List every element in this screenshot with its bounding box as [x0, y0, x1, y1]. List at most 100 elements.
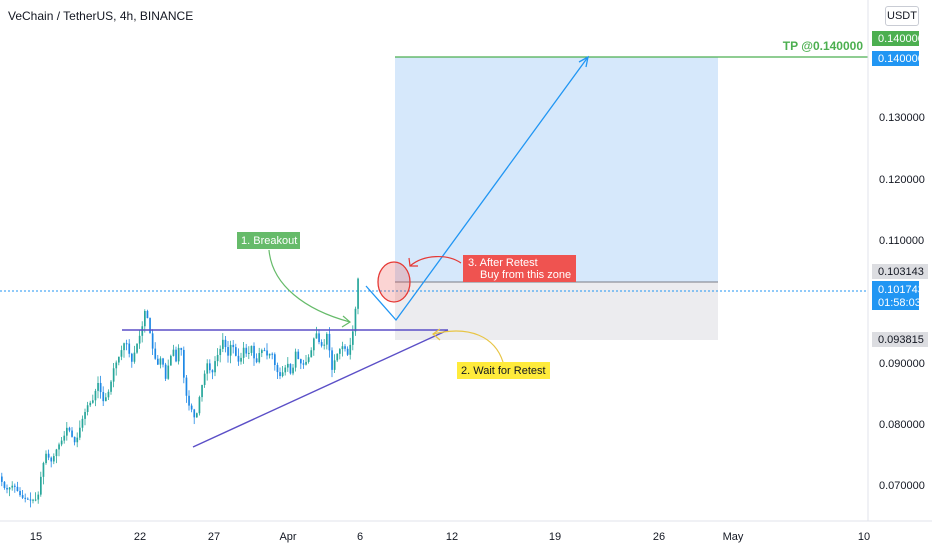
target-price-tag [872, 51, 919, 66]
y-tick: 0.090000 [879, 358, 925, 370]
candle-body [3, 481, 6, 488]
buy-zone-arrow [409, 256, 462, 267]
candle-body [339, 349, 341, 354]
candle-body [300, 359, 302, 364]
candle-body [271, 353, 274, 355]
candle-body [284, 367, 287, 373]
after-retest-label-line1: 3. After Retest [468, 257, 538, 269]
candle-body [21, 495, 24, 498]
candle-body [79, 427, 81, 438]
x-tick: 15 [30, 531, 42, 543]
candle-body [81, 418, 84, 428]
stop-zone [395, 282, 718, 340]
candle-body [105, 397, 107, 402]
candle-body [11, 485, 14, 488]
candle-body [112, 368, 115, 382]
candle-body [40, 476, 42, 495]
candle-body [276, 364, 279, 373]
candle-body [349, 344, 352, 355]
candle-body [219, 348, 222, 355]
candle-body [222, 339, 224, 349]
breakout-label-box [237, 232, 300, 249]
countdown-tag-text: 01:58:03 [878, 297, 921, 309]
candle-body [1, 476, 3, 482]
candle-body [318, 333, 320, 343]
candle-body [146, 310, 149, 319]
candle-body [258, 353, 261, 363]
candle-body [263, 350, 266, 352]
candle-body [253, 345, 255, 359]
candle-body [37, 494, 40, 500]
candle-body [27, 498, 29, 500]
candle-body [125, 343, 128, 345]
x-tick: May [723, 531, 744, 543]
stop-price-tag [872, 332, 928, 347]
y-tick: 0.070000 [879, 480, 925, 492]
entry-price-tag [872, 264, 928, 279]
candle-body [170, 355, 172, 366]
candle-body [240, 357, 242, 362]
price-axis[interactable]: 0.070000 0.080000 0.090000 0.110000 0.12… [879, 112, 925, 492]
candle-body [8, 487, 11, 490]
tp-price-tag [872, 31, 919, 46]
candle-body [53, 456, 55, 462]
x-tick: 10 [858, 531, 870, 543]
candle-body [292, 367, 294, 374]
candle-body [326, 333, 328, 345]
candle-body [344, 346, 346, 349]
candle-body [320, 342, 323, 346]
candle-body [245, 347, 248, 354]
candle-body [323, 344, 326, 346]
candle-body [167, 365, 170, 379]
candle-body [60, 440, 63, 445]
tp-price-tag-text: 0.140000 [878, 33, 924, 45]
candle-body [68, 427, 71, 431]
candle-body [297, 351, 300, 360]
candle-body [203, 373, 206, 385]
candle-body [183, 349, 185, 378]
breakout-label: 1. Breakout [241, 235, 297, 247]
candle-body [172, 349, 175, 356]
candle-body [232, 344, 235, 348]
candle-body [14, 485, 16, 487]
retest-label: 2. Wait for Retest [461, 365, 546, 377]
y-tick: 0.080000 [879, 419, 925, 431]
candle-body [307, 357, 310, 362]
candle-body [305, 361, 307, 365]
candle-body [136, 343, 138, 353]
candle-body [313, 338, 315, 351]
candle-body [185, 377, 188, 396]
candle-body [50, 457, 53, 462]
y-tick: 0.110000 [879, 235, 924, 247]
candle-body [123, 343, 125, 351]
candle-body [34, 499, 37, 501]
candle-body [357, 278, 359, 309]
candle-body [250, 345, 253, 353]
time-axis[interactable]: 15 22 27 Apr 6 12 19 26 May 10 [30, 531, 870, 543]
candle-body [84, 411, 86, 419]
candle-body [47, 453, 50, 458]
candle-body [206, 363, 209, 374]
candle-body [159, 358, 162, 365]
candle-body [177, 347, 180, 362]
x-tick: 22 [134, 531, 146, 543]
projection-arrowhead [578, 55, 589, 68]
currency-button[interactable]: USDT [885, 6, 919, 26]
candle-body [164, 364, 167, 379]
current-price-tag-text: 0.101743 [878, 284, 924, 296]
after-retest-label-box [463, 255, 576, 282]
candle-body [42, 463, 45, 477]
candle-body [58, 444, 60, 450]
candle-body [352, 331, 354, 345]
candle-body [55, 449, 58, 457]
candle-body [331, 350, 333, 370]
candle-body [227, 347, 229, 356]
candle-body [16, 486, 19, 491]
candle-body [289, 363, 292, 374]
candle-body [102, 392, 105, 402]
stop-price-tag-text: 0.093815 [878, 334, 924, 346]
candle-body [180, 347, 183, 350]
candle-body [162, 358, 164, 365]
candle-body [274, 354, 276, 365]
